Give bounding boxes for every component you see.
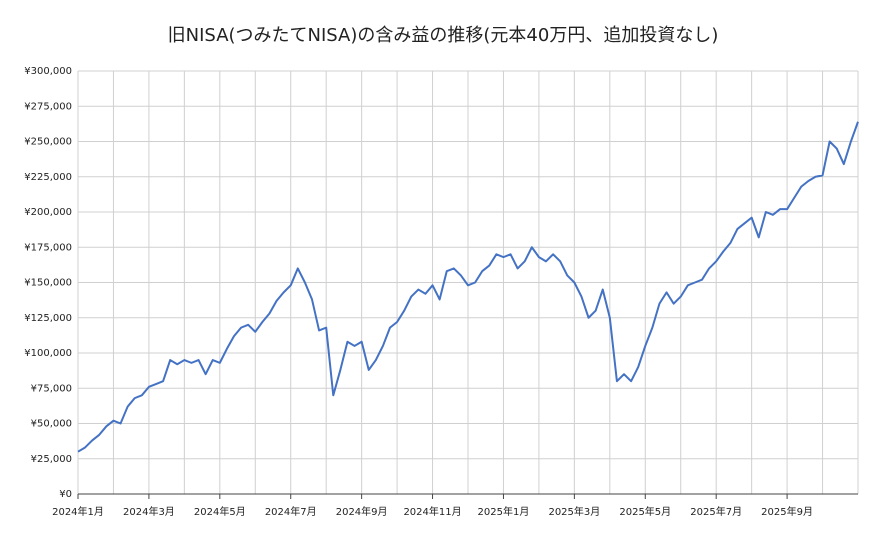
x-tick-label: 2024年11月: [403, 505, 461, 518]
y-tick-label: ¥150,000: [24, 278, 72, 289]
x-tick-label: 2025年3月: [548, 505, 600, 518]
y-tick-label: ¥225,000: [24, 172, 72, 183]
chart-title: 旧NISA(つみたてNISA)の含み益の推移(元本40万円、追加投資なし): [168, 25, 719, 46]
y-tick-label: ¥175,000: [24, 242, 72, 253]
x-tick-label: 2025年5月: [619, 505, 671, 518]
x-tick-label: 2024年1月: [52, 505, 104, 518]
x-tick-label: 2025年7月: [690, 505, 742, 518]
y-tick-label: ¥125,000: [24, 313, 72, 324]
x-tick-label: 2024年7月: [265, 505, 317, 518]
x-tick-label: 2024年9月: [336, 505, 388, 518]
data-line: [77, 121, 859, 453]
y-tick-label: ¥25,000: [31, 454, 72, 465]
y-tick-label: ¥50,000: [31, 419, 72, 430]
y-tick-label: ¥75,000: [31, 383, 72, 394]
y-tick-label: ¥300,000: [24, 66, 72, 77]
y-tick-label: ¥100,000: [24, 348, 72, 359]
x-tick-label: 2025年1月: [478, 505, 530, 518]
y-tick-label: ¥250,000: [24, 137, 72, 148]
y-tick-label: ¥200,000: [24, 207, 72, 218]
y-tick-label: ¥275,000: [24, 101, 72, 112]
y-tick-label: ¥0: [59, 489, 72, 500]
x-tick-label: 2024年5月: [194, 505, 246, 518]
x-tick-label: 2025年9月: [761, 505, 813, 518]
x-tick-label: 2024年3月: [123, 505, 175, 518]
